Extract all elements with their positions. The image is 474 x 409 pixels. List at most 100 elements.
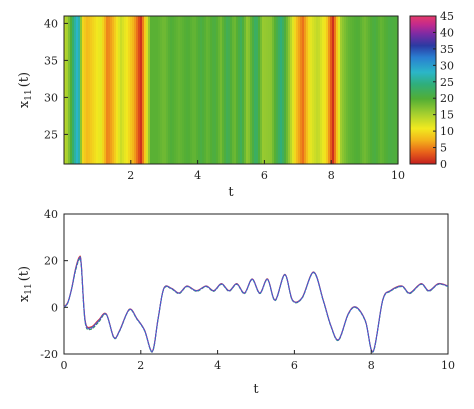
heatmap-column xyxy=(392,16,395,164)
heatmap-column xyxy=(266,16,269,164)
heatmap-column xyxy=(364,16,367,164)
line-y-tick-label: -20 xyxy=(40,348,58,361)
heatmap-column xyxy=(234,16,237,164)
heatmap-column xyxy=(304,16,307,164)
heatmap-column xyxy=(366,16,369,164)
heatmap-column xyxy=(76,16,79,164)
heatmap-column xyxy=(326,16,329,164)
heatmap-column xyxy=(206,16,209,164)
heatmap-column xyxy=(78,16,81,164)
heatmap-column xyxy=(300,16,303,164)
heatmap-column xyxy=(172,16,175,164)
heatmap-column xyxy=(170,16,173,164)
heatmap-column xyxy=(240,16,243,164)
colorbar-tick-label: 0 xyxy=(440,158,447,171)
heatmap-column xyxy=(202,16,205,164)
heatmap-column xyxy=(262,16,265,164)
heatmap-column xyxy=(218,16,221,164)
heatmap-column xyxy=(222,16,225,164)
heatmap-x-tick-label: 6 xyxy=(261,169,268,182)
heatmap-column xyxy=(136,16,139,164)
heatmap-column xyxy=(348,16,351,164)
heatmap-column xyxy=(316,16,319,164)
heatmap-column xyxy=(138,16,141,164)
heatmap-column xyxy=(92,16,95,164)
heatmap-x-tick-label: 4 xyxy=(194,169,201,182)
heatmap-column xyxy=(324,16,327,164)
line-x-tick-label: 6 xyxy=(291,359,298,372)
heatmap-column xyxy=(236,16,239,164)
heatmap-x-ticks: 2 4 6 8 10 xyxy=(127,160,405,182)
colorbar-tick-label: 20 xyxy=(440,92,454,105)
heatmap-column xyxy=(74,16,77,164)
heatmap-column xyxy=(340,16,343,164)
heatmap-column xyxy=(226,16,229,164)
heatmap-column xyxy=(382,16,385,164)
line-y-label-arg: (t) xyxy=(17,266,32,281)
line-frame xyxy=(63,213,449,355)
heatmap-column xyxy=(280,16,283,164)
line-x-tick-label: 0 xyxy=(61,359,68,372)
heatmap-column xyxy=(260,16,263,164)
heatmap-column xyxy=(282,16,285,164)
colorbar-ticks: 0 5 10 15 20 25 30 35 40 45 xyxy=(433,10,454,171)
heatmap-column xyxy=(86,16,89,164)
heatmap-column xyxy=(66,16,69,164)
heatmap-column xyxy=(384,16,387,164)
heatmap-x-tick-label: 10 xyxy=(391,169,405,182)
heatmap-column xyxy=(286,16,289,164)
heatmap-column xyxy=(214,16,217,164)
heatmap-column xyxy=(102,16,105,164)
heatmap-column xyxy=(342,16,345,164)
heatmap-y-tick-label: 25 xyxy=(44,128,58,141)
heatmap-column xyxy=(194,16,197,164)
heatmap-column xyxy=(146,16,149,164)
heatmap-column xyxy=(72,16,75,164)
colorbar: 0 5 10 15 20 25 30 35 40 45 xyxy=(409,10,454,171)
heatmap-column xyxy=(116,16,119,164)
line-x-tick-label: 8 xyxy=(368,359,375,372)
heatmap-column xyxy=(368,16,371,164)
heatmap-y-label-sub: 11 xyxy=(24,89,34,100)
heatmap-column xyxy=(210,16,213,164)
heatmap-column xyxy=(140,16,143,164)
heatmap-column xyxy=(174,16,177,164)
heatmap-column xyxy=(294,16,297,164)
line-x-tick-label: 4 xyxy=(214,359,221,372)
heatmap-column xyxy=(230,16,233,164)
heatmap-column xyxy=(180,16,183,164)
heatmap-column xyxy=(122,16,125,164)
heatmap-column xyxy=(296,16,299,164)
colorbar-tick-label: 40 xyxy=(440,26,454,39)
heatmap-column xyxy=(370,16,373,164)
heatmap-column xyxy=(362,16,365,164)
heatmap-column xyxy=(130,16,133,164)
heatmap-frame xyxy=(63,15,399,165)
heatmap-column xyxy=(98,16,101,164)
heatmap-column xyxy=(192,16,195,164)
colorbar-tick-label: 45 xyxy=(440,10,454,23)
heatmap-column xyxy=(308,16,311,164)
heatmap-column xyxy=(352,16,355,164)
heatmap-column xyxy=(302,16,305,164)
heatmap-panel: 2 4 6 8 10 25 30 35 40 t x11 (t) xyxy=(17,15,405,200)
heatmap-column xyxy=(220,16,223,164)
heatmap-column xyxy=(244,16,247,164)
heatmap-column xyxy=(152,16,155,164)
colorbar-tick-label: 35 xyxy=(440,43,454,56)
heatmap-column xyxy=(108,16,111,164)
heatmap-column xyxy=(178,16,181,164)
heatmap-column xyxy=(394,16,397,164)
heatmap-column xyxy=(82,16,85,164)
heatmap-column xyxy=(168,16,171,164)
heatmap-column xyxy=(274,16,277,164)
heatmap-column xyxy=(284,16,287,164)
heatmap-column xyxy=(314,16,317,164)
heatmap-column xyxy=(144,16,147,164)
heatmap-column xyxy=(254,16,257,164)
heatmap-column xyxy=(276,16,279,164)
heatmap-column xyxy=(330,16,333,164)
line-y-tick-label: 20 xyxy=(44,255,58,268)
